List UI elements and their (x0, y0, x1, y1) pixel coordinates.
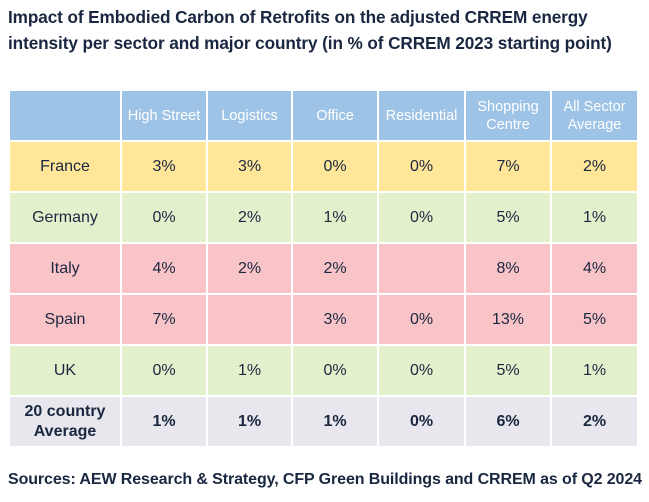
table-cell: 1% (550, 191, 639, 244)
table-cell: 2% (550, 395, 639, 448)
table-cell: 0% (377, 395, 466, 448)
row-label: Italy (8, 242, 122, 295)
table-cell: 4% (120, 242, 208, 295)
table-cell: 4% (550, 242, 639, 295)
table-cell: 5% (464, 191, 552, 244)
carbon-impact-table: High Street Logistics Office Residential… (8, 89, 639, 448)
table-row: Italy 4% 2% 2% 8% 4% (8, 242, 639, 295)
table-cell: 1% (206, 395, 293, 448)
table-cell: 7% (464, 140, 552, 193)
row-label: Spain (8, 293, 122, 346)
source-note: Sources: AEW Research & Strategy, CFP Gr… (8, 471, 642, 488)
table-cell: 13% (464, 293, 552, 346)
table-row: Germany 0% 2% 1% 0% 5% 1% (8, 191, 639, 244)
header-all-sector-average: All Sector Average (550, 89, 639, 142)
header-office: Office (291, 89, 379, 142)
table-header-row: High Street Logistics Office Residential… (8, 89, 639, 142)
table-cell: 6% (464, 395, 552, 448)
header-residential: Residential (377, 89, 466, 142)
table-row: UK 0% 1% 0% 0% 5% 1% (8, 344, 639, 397)
table-cell: 0% (120, 344, 208, 397)
table-cell: 1% (120, 395, 208, 448)
table-cell: 0% (377, 293, 466, 346)
table-cell: 3% (120, 140, 208, 193)
table-cell: 3% (291, 293, 379, 346)
header-corner (8, 89, 122, 142)
table-cell: 8% (464, 242, 552, 295)
header-shopping-centre: Shopping Centre (464, 89, 552, 142)
table-cell (377, 242, 466, 295)
row-label: Germany (8, 191, 122, 244)
table-cell: 1% (291, 395, 379, 448)
table-row: 20 country Average 1% 1% 1% 0% 6% 2% (8, 395, 639, 448)
table-cell: 0% (291, 140, 379, 193)
row-label: 20 country Average (8, 395, 122, 448)
row-label: France (8, 140, 122, 193)
row-label: UK (8, 344, 122, 397)
header-high-street: High Street (120, 89, 208, 142)
table-cell: 7% (120, 293, 208, 346)
header-logistics: Logistics (206, 89, 293, 142)
table-row: France 3% 3% 0% 0% 7% 2% (8, 140, 639, 193)
table-cell: 2% (206, 242, 293, 295)
table-cell: 3% (206, 140, 293, 193)
table-cell: 1% (550, 344, 639, 397)
table-cell: 2% (291, 242, 379, 295)
table-row: Spain 7% 3% 0% 13% 5% (8, 293, 639, 346)
table-cell: 0% (377, 344, 466, 397)
table-cell: 5% (550, 293, 639, 346)
table-cell: 5% (464, 344, 552, 397)
table-cell: 0% (120, 191, 208, 244)
table-cell (206, 293, 293, 346)
table-cell: 0% (377, 140, 466, 193)
table-cell: 1% (206, 344, 293, 397)
table-cell: 0% (377, 191, 466, 244)
table-cell: 0% (291, 344, 379, 397)
page-title: Impact of Embodied Carbon of Retrofits o… (8, 7, 612, 53)
table-cell: 1% (291, 191, 379, 244)
table-cell: 2% (550, 140, 639, 193)
table-cell: 2% (206, 191, 293, 244)
